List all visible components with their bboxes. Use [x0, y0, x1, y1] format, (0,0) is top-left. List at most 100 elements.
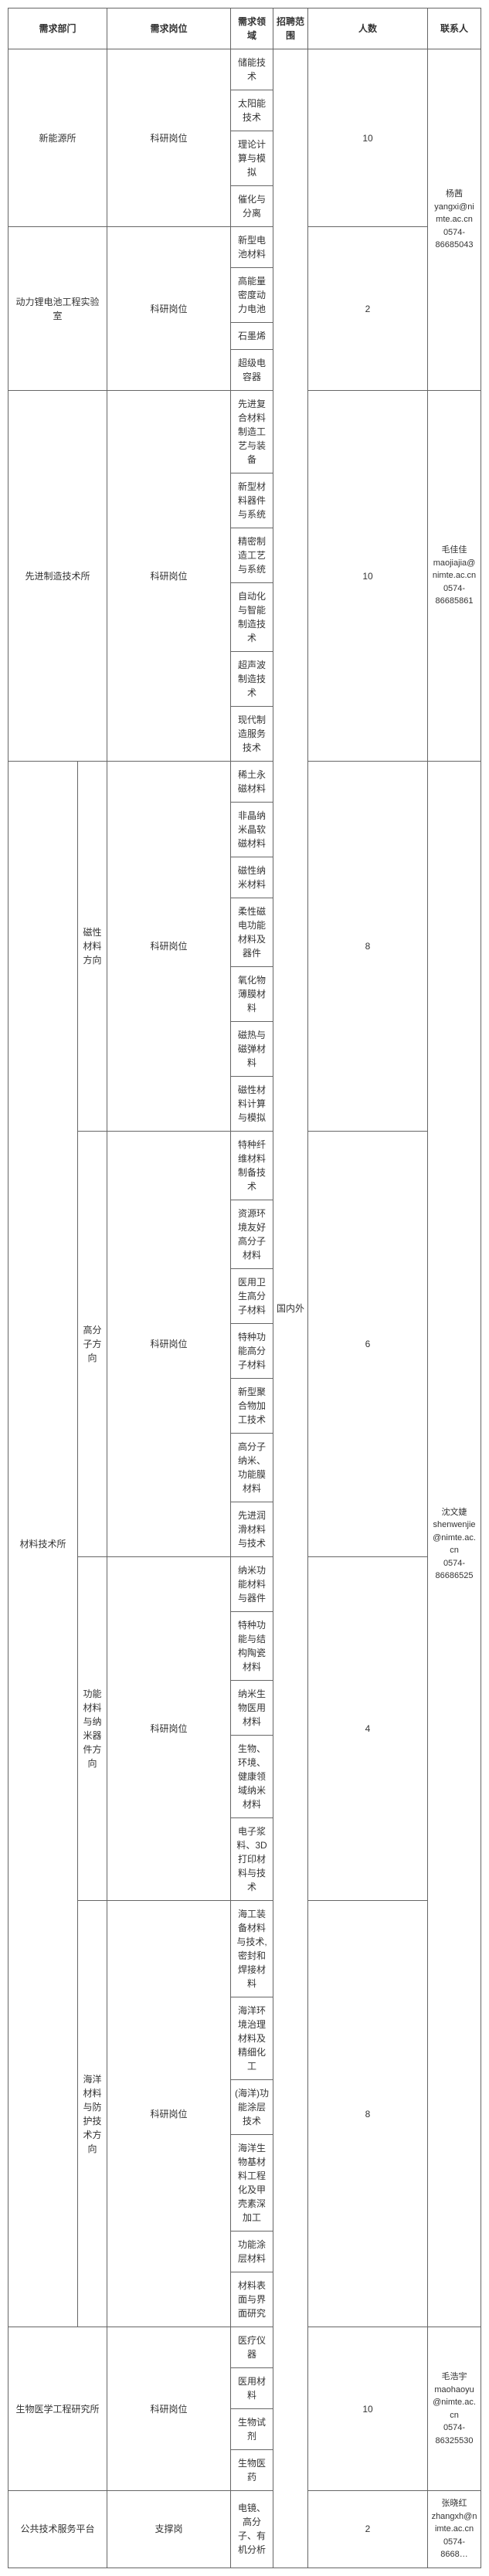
- dept-cell: 新能源所: [8, 49, 107, 227]
- scope-cell: 国内外: [273, 49, 308, 2568]
- contact-name: 张晓红: [442, 2499, 467, 2508]
- count-cell: 2: [308, 227, 428, 391]
- header-contact: 联系人: [428, 8, 481, 49]
- field-cell: 磁性材料计算与模拟: [231, 1077, 273, 1132]
- field-cell: 理论计算与模拟: [231, 131, 273, 186]
- field-cell: 生物医药: [231, 2450, 273, 2491]
- field-cell: 医用卫生高分子材料: [231, 1269, 273, 1324]
- count-cell: 6: [308, 1132, 428, 1557]
- field-cell: 海工装备材料与技术, 密封和焊接材料: [231, 1901, 273, 1997]
- field-cell: 生物、环境、健康领域纳米材料: [231, 1736, 273, 1818]
- contact-email: zhangxh@nimte.ac.cn: [432, 2512, 477, 2534]
- field-cell: 资源环境友好高分子材料: [231, 1200, 273, 1269]
- field-cell: 功能涂层材料: [231, 2232, 273, 2272]
- post-cell: 科研岗位: [107, 1132, 231, 1557]
- field-cell: 现代制造服务技术: [231, 707, 273, 762]
- contact-cell: 杨茜 yangxi@nimte.ac.cn 0574-86685043: [428, 49, 481, 391]
- field-cell: 催化与分离: [231, 186, 273, 227]
- dept-cell: 公共技术服务平台: [8, 2491, 107, 2568]
- field-cell: 新型聚合物加工技术: [231, 1379, 273, 1434]
- subdept-cell: 功能材料与纳米器件方向: [78, 1557, 107, 1901]
- field-cell: 先进复合材料制造工艺与装备: [231, 391, 273, 473]
- count-cell: 10: [308, 2327, 428, 2491]
- contact-name: 毛浩宇: [442, 2372, 467, 2381]
- field-cell: 先进润滑材料与技术: [231, 1502, 273, 1557]
- field-cell: 特种纤维材料制备技术: [231, 1132, 273, 1200]
- field-cell: 特种功能高分子材料: [231, 1324, 273, 1379]
- field-cell: 高分子纳米、功能膜材料: [231, 1434, 273, 1502]
- field-cell: 高能量密度动力电池: [231, 268, 273, 323]
- count-cell: 10: [308, 49, 428, 227]
- post-cell: 科研岗位: [107, 391, 231, 762]
- count-cell: 4: [308, 1557, 428, 1901]
- contact-email: maojiajia@nimte.ac.cn: [433, 558, 476, 581]
- post-cell: 支撑岗: [107, 2491, 231, 2568]
- contact-cell: 沈文婕 shenwenjie@nimte.ac.cn 0574-86686525: [428, 762, 481, 2327]
- field-cell: 医疗仪器: [231, 2327, 273, 2368]
- contact-phone: 0574-86686525: [436, 1559, 474, 1581]
- recruitment-table: 需求部门 需求岗位 需求领域 招聘范围 人数 联系人 新能源所 科研岗位 储能技…: [8, 8, 481, 2568]
- field-cell: 生物试剂: [231, 2409, 273, 2450]
- count-cell: 2: [308, 2491, 428, 2568]
- dept-cell: 动力锂电池工程实验室: [8, 227, 107, 391]
- field-cell: 医用材料: [231, 2368, 273, 2409]
- subdept-cell: 磁性材料方向: [78, 762, 107, 1132]
- header-post: 需求岗位: [107, 8, 231, 49]
- dept-cell: 生物医学工程研究所: [8, 2327, 107, 2491]
- subdept-cell: 高分子方向: [78, 1132, 107, 1557]
- field-cell: 纳米生物医用材料: [231, 1681, 273, 1736]
- field-cell: 新型电池材料: [231, 227, 273, 268]
- post-cell: 科研岗位: [107, 1901, 231, 2327]
- field-cell: 储能技术: [231, 49, 273, 90]
- count-cell: 8: [308, 762, 428, 1132]
- field-cell: 磁性纳米材料: [231, 857, 273, 898]
- contact-cell: 张晓红 zhangxh@nimte.ac.cn 0574-8668…: [428, 2491, 481, 2568]
- field-cell: 自动化与智能制造技术: [231, 583, 273, 652]
- field-cell: 纳米功能材料与器件: [231, 1557, 273, 1612]
- field-cell: 柔性磁电功能材料及器件: [231, 898, 273, 967]
- field-cell: 磁热与磁弹材料: [231, 1022, 273, 1077]
- field-cell: 非晶纳米晶软磁材料: [231, 803, 273, 857]
- subdept-cell: 海洋材料与防护技术方向: [78, 1901, 107, 2327]
- field-cell: 海洋环境治理材料及精细化工: [231, 1997, 273, 2080]
- post-cell: 科研岗位: [107, 49, 231, 227]
- field-cell: 稀土永磁材料: [231, 762, 273, 803]
- field-cell: 超声波制造技术: [231, 652, 273, 707]
- contact-phone: 0574-86685861: [436, 584, 474, 606]
- dept-cell: 先进制造技术所: [8, 391, 107, 762]
- field-cell: 新型材料器件与系统: [231, 473, 273, 528]
- contact-email: maohaoyu@nimte.ac.cn: [433, 2385, 476, 2420]
- count-cell: 8: [308, 1901, 428, 2327]
- field-cell: 特种功能与结构陶瓷材料: [231, 1612, 273, 1681]
- field-cell: (海洋)功能涂层技术: [231, 2080, 273, 2135]
- field-cell: 氧化物薄膜材料: [231, 967, 273, 1022]
- contact-cell: 毛浩宇 maohaoyu@nimte.ac.cn 0574-86325530: [428, 2327, 481, 2491]
- field-cell: 精密制造工艺与系统: [231, 528, 273, 583]
- contact-phone: 0574-86685043: [436, 228, 474, 250]
- contact-phone: 0574-86325530: [436, 2423, 474, 2445]
- field-cell: 海洋生物基材料工程化及甲壳素深加工: [231, 2135, 273, 2232]
- count-cell: 10: [308, 391, 428, 762]
- field-cell: 材料表面与界面研究: [231, 2272, 273, 2327]
- contact-name: 杨茜: [446, 189, 463, 199]
- post-cell: 科研岗位: [107, 2327, 231, 2491]
- post-cell: 科研岗位: [107, 227, 231, 391]
- contact-email: yangxi@nimte.ac.cn: [434, 202, 474, 225]
- field-cell: 电子浆料、3D打印材料与技术: [231, 1818, 273, 1901]
- contact-cell: 毛佳佳 maojiajia@nimte.ac.cn 0574-86685861: [428, 391, 481, 762]
- header-field: 需求领域: [231, 8, 273, 49]
- contact-email: shenwenjie@nimte.ac.cn: [433, 1520, 476, 1555]
- dept-cell: 材料技术所: [8, 762, 78, 2327]
- contact-name: 毛佳佳: [442, 545, 467, 555]
- field-cell: 太阳能技术: [231, 90, 273, 131]
- post-cell: 科研岗位: [107, 1557, 231, 1901]
- header-count: 人数: [308, 8, 428, 49]
- header-scope: 招聘范围: [273, 8, 308, 49]
- field-cell: 超级电容器: [231, 350, 273, 391]
- field-cell: 电镜、高分子、有机分析: [231, 2491, 273, 2568]
- contact-phone: 0574-8668…: [440, 2537, 467, 2560]
- post-cell: 科研岗位: [107, 762, 231, 1132]
- field-cell: 石墨烯: [231, 323, 273, 350]
- contact-name: 沈文婕: [442, 1508, 467, 1517]
- header-dept: 需求部门: [8, 8, 107, 49]
